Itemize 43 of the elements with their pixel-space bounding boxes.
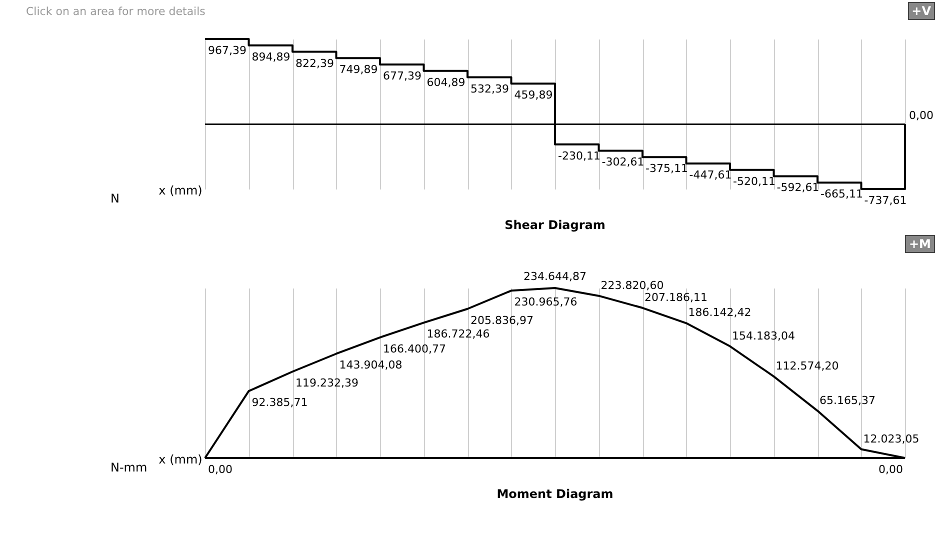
data-label: 119.232,39 — [296, 376, 358, 390]
data-label: 234.644,87 — [524, 270, 586, 283]
data-label: -665,11 — [820, 188, 863, 201]
data-label: 186.142,42 — [688, 306, 752, 320]
data-label: 822,39 — [296, 56, 334, 70]
y-axis-title: N — [110, 192, 120, 206]
data-label: 143.904,08 — [339, 358, 402, 372]
data-label: 205.836,97 — [470, 314, 534, 327]
data-label: 677,39 — [383, 70, 422, 83]
data-label: 207.186,11 — [644, 290, 708, 304]
data-label: -447,61 — [689, 168, 732, 182]
data-label: 0,00 — [878, 463, 903, 476]
data-label: 112.574,20 — [776, 359, 839, 372]
data-label: 92.385,71 — [252, 396, 308, 410]
x-axis-title: x (mm) — [158, 452, 202, 466]
data-label: -520,11 — [733, 174, 776, 188]
x-axis-title: x (mm) — [158, 184, 202, 198]
data-label: 894,89 — [252, 50, 290, 64]
text: Click on an area for more details — [26, 4, 206, 18]
data-label: 65.165,37 — [820, 394, 876, 407]
data-label: 532,39 — [470, 82, 509, 96]
data-label: -375,11 — [646, 162, 688, 176]
data-label: 604,89 — [426, 76, 466, 89]
data-label: 12.023,05 — [863, 432, 920, 446]
y-axis-title: N-mm — [110, 460, 148, 474]
data-label: 749,89 — [339, 63, 378, 76]
text: +M — [905, 235, 935, 253]
text: Moment Diagram — [496, 487, 614, 501]
text: Shear Diagram — [504, 218, 606, 232]
data-label: 154.183,04 — [732, 329, 795, 342]
data-label: 459,89 — [514, 88, 553, 102]
data-label: -592,61 — [776, 181, 820, 194]
data-label: 166.400,77 — [383, 342, 446, 356]
data-label: 230.965,76 — [514, 296, 578, 309]
data-label: -302,61 — [602, 156, 644, 169]
data-label: 0,00 — [208, 463, 232, 476]
data-label: 223.820,60 — [600, 278, 664, 292]
text: +V — [908, 2, 935, 20]
data-label: -230,11 — [558, 149, 600, 162]
data-label: 0,00 — [909, 109, 934, 122]
data-label: 186.722,46 — [426, 328, 490, 341]
data-label: -737,61 — [864, 194, 907, 207]
data-label: 967,39 — [208, 44, 246, 57]
